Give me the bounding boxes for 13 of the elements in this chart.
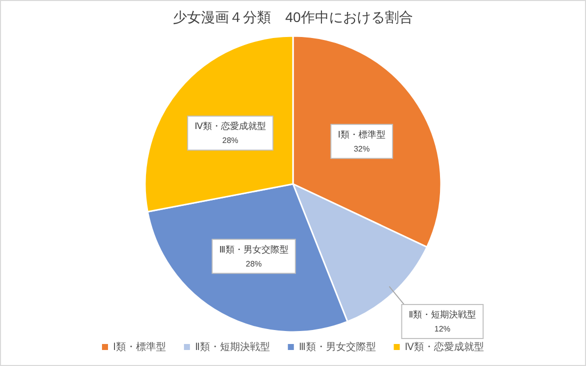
chart-title: 少女漫画４分類 40作中における割合 [173,9,413,25]
data-label: 28% [246,259,262,268]
slice-label: Ⅱ類・短期決戦型 [408,310,476,320]
legend-label: Ⅱ類・短期決戦型 [194,341,270,353]
data-label: 12% [434,324,450,334]
legend-label: Ⅳ類・恋愛成就型 [404,341,484,353]
slice-label: Ⅳ類・恋愛成就型 [194,121,266,132]
data-label: 32% [354,144,370,154]
slice-label: Ⅲ類・男女交際型 [219,244,288,254]
data-label: 28% [222,136,238,146]
slice-label: Ⅰ類・標準型 [338,129,386,140]
legend-label: Ⅲ類・男女交際型 [298,341,376,353]
legend-label: Ⅰ類・標準型 [112,341,166,353]
